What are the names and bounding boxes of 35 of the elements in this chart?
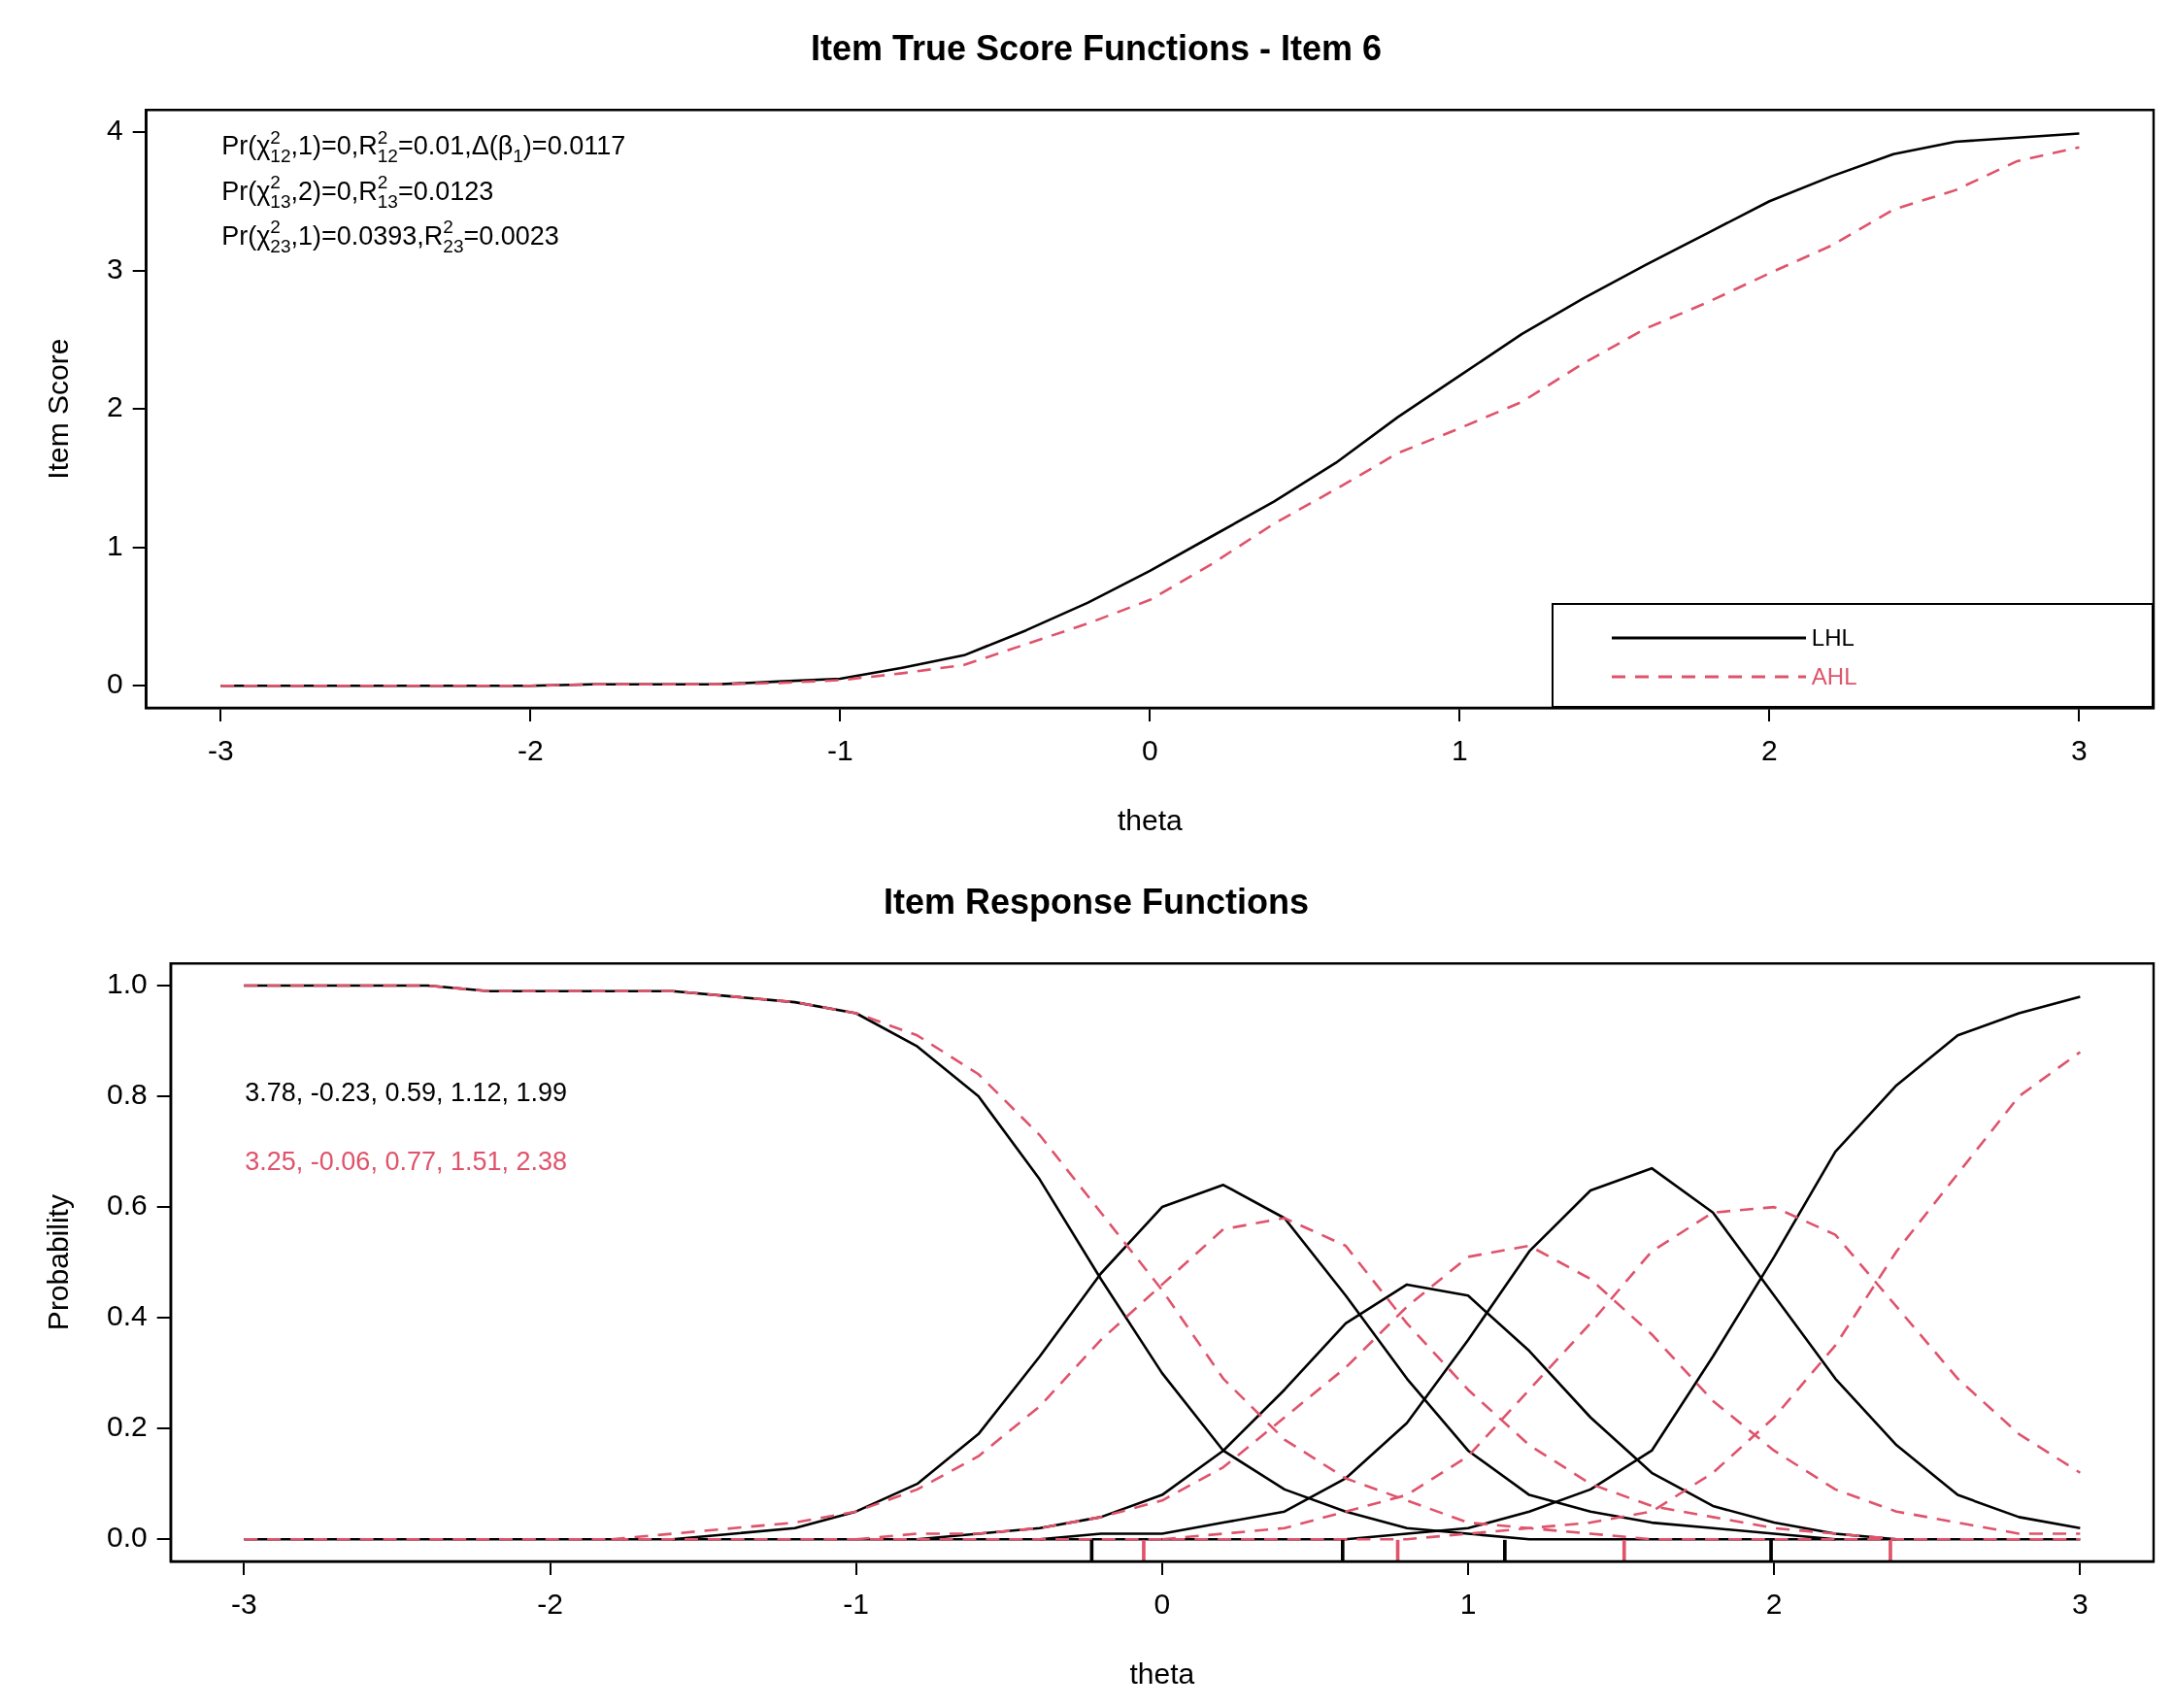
text: AHL	[1811, 663, 1857, 690]
x-tick-label: 0	[1153, 1588, 1171, 1621]
x-tick-label: 0	[1142, 734, 1158, 767]
x-tick-label: 3	[2072, 1588, 2089, 1621]
y-axis-title: Item Score	[42, 338, 75, 480]
y-tick-label: 0.6	[106, 1189, 148, 1222]
y-tick-label: 0.0	[106, 1521, 148, 1554]
y-tick-label: 0.2	[106, 1410, 148, 1443]
x-axis-title: theta	[1117, 804, 1184, 837]
chart-title: Item True Score Functions - Item 6	[810, 27, 1383, 68]
y-tick-label: 3	[107, 251, 123, 285]
y-tick-label: 0.4	[106, 1299, 148, 1332]
text: LHL	[1811, 624, 1855, 652]
x-tick-label: 3	[2071, 734, 2088, 767]
x-tick-label: -1	[826, 734, 853, 767]
x-tick-label: 2	[1765, 1588, 1783, 1621]
y-tick-label: 0	[107, 667, 123, 700]
x-tick-label: -1	[843, 1588, 870, 1621]
y-tick-label: 4	[107, 114, 123, 147]
chart-title: Item Response Functions	[883, 881, 1310, 921]
x-axis-title: theta	[1129, 1658, 1195, 1691]
annotation: 3.78, -0.23, 0.59, 1.12, 1.99	[245, 1077, 568, 1107]
x-tick-label: -2	[537, 1588, 563, 1621]
y-tick-label: 2	[107, 390, 123, 423]
y-tick-label: 0.8	[106, 1078, 148, 1111]
x-tick-label: 1	[1459, 1588, 1477, 1621]
y-tick-label: 1	[107, 528, 123, 561]
x-tick-label: 1	[1452, 734, 1468, 767]
x-tick-label: -3	[207, 734, 234, 767]
annotation: 3.25, -0.06, 0.77, 1.51, 2.38	[245, 1146, 568, 1176]
x-tick-label: -2	[517, 734, 544, 767]
x-tick-label: -3	[231, 1588, 257, 1621]
x-tick-label: 2	[1761, 734, 1778, 767]
y-axis-title: Probability	[42, 1194, 75, 1331]
y-tick-label: 1.0	[106, 967, 148, 1000]
